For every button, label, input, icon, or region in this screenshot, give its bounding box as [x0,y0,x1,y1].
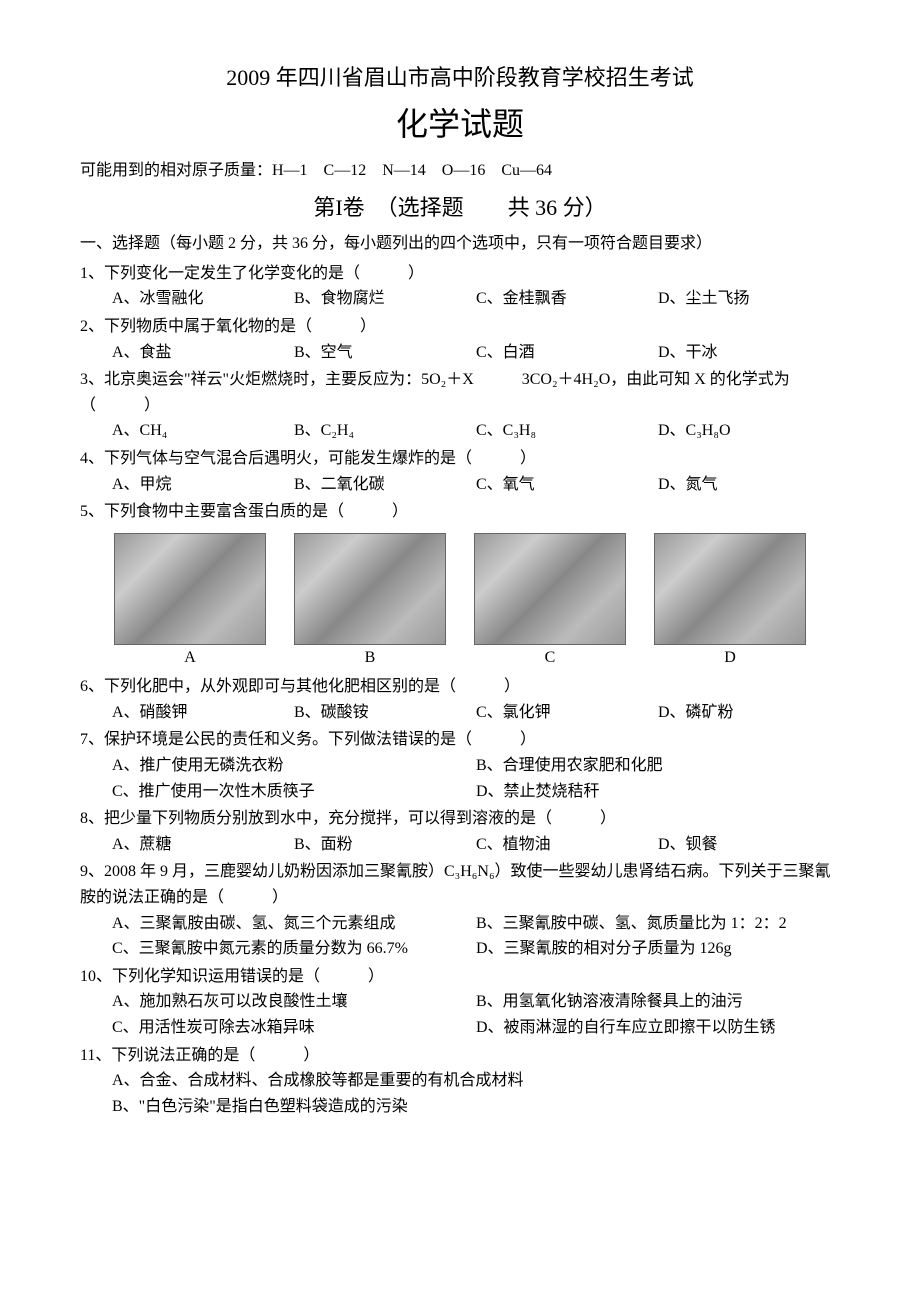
section-instruction: 一、选择题（每小题 2 分，共 36 分，每小题列出的四个选项中，只有一项符合题… [80,231,840,257]
question-text: 9、2008 年 9 月，三鹿婴幼儿奶粉因添加三聚氰胺）C₃H₆N₆）致使一些婴… [80,859,840,910]
option-b: B、二氧化碳 [294,472,476,498]
option-c: C、三聚氰胺中氮元素的质量分数为 66.7% [112,936,476,962]
section-header: 第I卷 （选择题 共 36 分） [80,190,840,225]
option-d: D、三聚氰胺的相对分子质量为 126g [476,936,840,962]
question-4: 4、下列气体与空气混合后遇明火，可能发生爆炸的是（ ） A、甲烷 B、二氧化碳 … [80,446,840,497]
option-b: B、食物腐烂 [294,286,476,312]
option-d: D、干冰 [658,340,840,366]
question-text: 5、下列食物中主要富含蛋白质的是（ ） [80,499,840,525]
label-d: D [655,645,805,671]
question-5: 5、下列食物中主要富含蛋白质的是（ ） A B C D [80,499,840,670]
option-b: B、"白色污染"是指白色塑料袋造成的污染 [112,1094,840,1120]
option-a: A、三聚氰胺由碳、氢、氮三个元素组成 [112,911,476,937]
atomic-mass-info: 可能用到的相对原子质量：H—1 C—12 N—14 O—16 Cu—64 [80,158,840,184]
question-text: 2、下列物质中属于氧化物的是（ ） [80,314,840,340]
option-c: C、氯化钾 [476,700,658,726]
options: A、食盐 B、空气 C、白酒 D、干冰 [80,340,840,366]
option-a: A、CH₄ [112,418,294,444]
option-b: B、三聚氰胺中碳、氢、氮质量比为 1：2：2 [476,911,840,937]
question-6: 6、下列化肥中，从外观即可与其他化肥相区别的是（ ） A、硝酸钾 B、碳酸铵 C… [80,674,840,725]
options: A、合金、合成材料、合成橡胶等都是重要的有机合成材料 B、"白色污染"是指白色塑… [80,1068,840,1119]
options: A、蔗糖 B、面粉 C、植物油 D、钡餐 [80,832,840,858]
options: A、甲烷 B、二氧化碳 C、氧气 D、氮气 [80,472,840,498]
option-c: C、C₃H₈ [476,418,658,444]
option-d: D、氮气 [658,472,840,498]
question-text: 7、保护环境是公民的责任和义务。下列做法错误的是（ ） [80,727,840,753]
option-b: B、碳酸铵 [294,700,476,726]
question-7: 7、保护环境是公民的责任和义务。下列做法错误的是（ ） A、推广使用无磷洗衣粉 … [80,727,840,804]
option-a: A、食盐 [112,340,294,366]
question-8: 8、把少量下列物质分别放到水中，充分搅拌，可以得到溶液的是（ ） A、蔗糖 B、… [80,806,840,857]
option-a: A、施加熟石灰可以改良酸性土壤 [112,989,476,1015]
label-c: C [475,645,625,671]
option-d: D、尘土飞扬 [658,286,840,312]
option-c: C、金桂飘香 [476,286,658,312]
question-9: 9、2008 年 9 月，三鹿婴幼儿奶粉因添加三聚氰胺）C₃H₆N₆）致使一些婴… [80,859,840,961]
option-a: A、推广使用无磷洗衣粉 [112,753,476,779]
question-text: 3、北京奥运会"祥云"火炬燃烧时，主要反应为：5O₂＋X 3CO₂＋4H₂O，由… [80,367,840,418]
question-3: 3、北京奥运会"祥云"火炬燃烧时，主要反应为：5O₂＋X 3CO₂＋4H₂O，由… [80,367,840,444]
food-image-a [114,533,266,645]
option-a: A、合金、合成材料、合成橡胶等都是重要的有机合成材料 [112,1068,840,1094]
option-a: A、冰雪融化 [112,286,294,312]
question-1: 1、下列变化一定发生了化学变化的是（ ） A、冰雪融化 B、食物腐烂 C、金桂飘… [80,261,840,312]
options: A、硝酸钾 B、碳酸铵 C、氯化钾 D、磷矿粉 [80,700,840,726]
option-b: B、用氢氧化钠溶液清除餐具上的油污 [476,989,840,1015]
exam-title-main: 2009 年四川省眉山市高中阶段教育学校招生考试 [80,60,840,95]
options: A、冰雪融化 B、食物腐烂 C、金桂飘香 D、尘土飞扬 [80,286,840,312]
food-image-d [654,533,806,645]
question-text: 4、下列气体与空气混合后遇明火，可能发生爆炸的是（ ） [80,446,840,472]
food-image-c [474,533,626,645]
option-a: A、甲烷 [112,472,294,498]
option-c: C、氧气 [476,472,658,498]
question-11: 11、下列说法正确的是（ ） A、合金、合成材料、合成橡胶等都是重要的有机合成材… [80,1043,840,1120]
label-a: A [115,645,265,671]
option-b: B、C₂H₄ [294,418,476,444]
question-2: 2、下列物质中属于氧化物的是（ ） A、食盐 B、空气 C、白酒 D、干冰 [80,314,840,365]
image-labels: A B C D [80,645,840,671]
exam-title-sub: 化学试题 [80,99,840,150]
question-text: 10、下列化学知识运用错误的是（ ） [80,964,840,990]
option-d: D、C₃H₈O [658,418,840,444]
question-text: 11、下列说法正确的是（ ） [80,1043,840,1069]
option-d: D、磷矿粉 [658,700,840,726]
question-text: 6、下列化肥中，从外观即可与其他化肥相区别的是（ ） [80,674,840,700]
option-b: B、合理使用农家肥和化肥 [476,753,840,779]
question-10: 10、下列化学知识运用错误的是（ ） A、施加熟石灰可以改良酸性土壤 B、用氢氧… [80,964,840,1041]
options: A、施加熟石灰可以改良酸性土壤 B、用氢氧化钠溶液清除餐具上的油污 C、用活性炭… [80,989,840,1040]
option-a: A、硝酸钾 [112,700,294,726]
label-b: B [295,645,445,671]
food-image-b [294,533,446,645]
question-text: 1、下列变化一定发生了化学变化的是（ ） [80,261,840,287]
option-c: C、植物油 [476,832,658,858]
option-c: C、推广使用一次性木质筷子 [112,779,476,805]
option-b: B、面粉 [294,832,476,858]
question-text: 8、把少量下列物质分别放到水中，充分搅拌，可以得到溶液的是（ ） [80,806,840,832]
option-d: D、禁止焚烧秸秆 [476,779,840,805]
food-images [80,533,840,645]
option-b: B、空气 [294,340,476,366]
option-d: D、被雨淋湿的自行车应立即擦干以防生锈 [476,1015,840,1041]
option-a: A、蔗糖 [112,832,294,858]
options: A、三聚氰胺由碳、氢、氮三个元素组成 B、三聚氰胺中碳、氢、氮质量比为 1：2：… [80,911,840,962]
options: A、CH₄ B、C₂H₄ C、C₃H₈ D、C₃H₈O [80,418,840,444]
option-c: C、用活性炭可除去冰箱异味 [112,1015,476,1041]
options: A、推广使用无磷洗衣粉 B、合理使用农家肥和化肥 C、推广使用一次性木质筷子 D… [80,753,840,804]
option-d: D、钡餐 [658,832,840,858]
option-c: C、白酒 [476,340,658,366]
